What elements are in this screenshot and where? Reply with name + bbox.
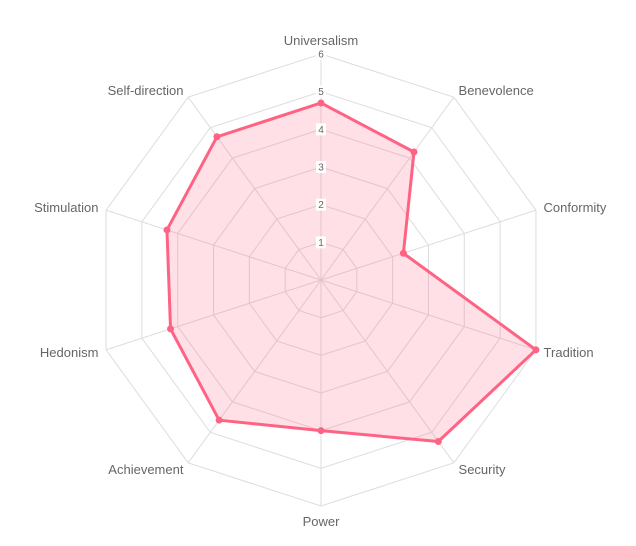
tick-label-1: 1 xyxy=(318,238,324,249)
spoke-stimulation xyxy=(105,209,322,281)
data-point-benevolence[interactable] xyxy=(410,148,418,156)
data-point-power[interactable] xyxy=(317,427,325,435)
axis-label-conformity: Conformity xyxy=(544,200,607,215)
axis-label-universalism: Universalism xyxy=(284,33,358,48)
spoke-self-direction xyxy=(187,96,322,281)
data-point-self-direction[interactable] xyxy=(213,133,221,141)
spoke-security xyxy=(320,279,455,464)
tick-label-5: 5 xyxy=(318,87,324,98)
axis-label-benevolence: Benevolence xyxy=(459,83,534,98)
axis-label-achievement: Achievement xyxy=(108,462,184,477)
tick-backdrop-3 xyxy=(316,161,326,173)
spoke-tradition xyxy=(320,279,537,351)
data-point-achievement[interactable] xyxy=(215,416,223,424)
data-point-universalism[interactable] xyxy=(317,99,325,107)
radar-series xyxy=(163,99,540,446)
axis-label-tradition: Tradition xyxy=(544,345,594,360)
data-point-security[interactable] xyxy=(434,438,442,446)
data-point-tradition[interactable] xyxy=(532,346,540,354)
tick-backdrop-6 xyxy=(316,48,326,60)
series-area xyxy=(165,101,538,444)
spoke-achievement xyxy=(187,279,322,464)
tick-label-2: 2 xyxy=(318,200,324,211)
tick-backdrop-5 xyxy=(316,85,326,98)
spoke-hedonism xyxy=(105,279,322,351)
axis-labels: Universalism Benevolence Conformity Traditi… xyxy=(34,33,607,529)
radial-tick-labels: 1 2 3 4 5 6 xyxy=(316,48,326,249)
radar-spokes xyxy=(105,54,537,506)
spoke-benevolence xyxy=(320,96,455,281)
axis-label-security: Security xyxy=(459,462,506,477)
tick-label-6: 6 xyxy=(318,50,324,61)
axis-label-power: Power xyxy=(303,514,341,529)
axis-label-self-direction: Self-direction xyxy=(108,83,184,98)
tick-backdrop-1 xyxy=(316,236,326,249)
tick-backdrop-2 xyxy=(316,198,326,211)
data-point-stimulation[interactable] xyxy=(163,226,171,234)
tick-backdrop-4 xyxy=(316,123,326,136)
data-point-hedonism[interactable] xyxy=(167,325,175,333)
tick-label-4: 4 xyxy=(318,125,324,136)
tick-label-3: 3 xyxy=(318,163,324,174)
spoke-conformity xyxy=(320,209,537,281)
axis-label-stimulation: Stimulation xyxy=(34,200,98,215)
axis-label-hedonism: Hedonism xyxy=(40,345,99,360)
data-point-conformity[interactable] xyxy=(399,249,407,257)
